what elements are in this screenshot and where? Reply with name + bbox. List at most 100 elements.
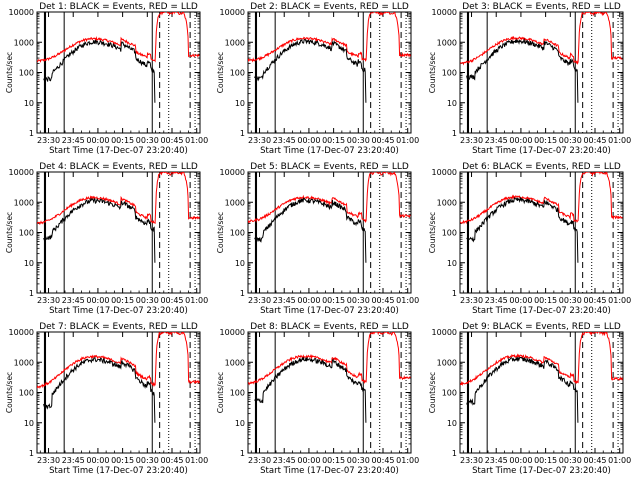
detector-panel-8: Det 8: BLACK = Events, RED = LLD 1 10 100 10… [216, 322, 419, 476]
x-tick-label: 00:00 [86, 136, 109, 145]
x-tick-label: 01:00 [185, 456, 208, 465]
panel-title: Det 2: BLACK = Events, RED = LLD [250, 2, 409, 12]
x-tick-label: 00:15 [322, 296, 345, 305]
axes-frame [36, 171, 201, 294]
x-tick-label: 00:00 [297, 136, 320, 145]
panel-title: Det 3: BLACK = Events, RED = LLD [462, 2, 621, 12]
x-tick-label: 01:00 [396, 456, 419, 465]
x-tick-label: 01:00 [608, 296, 631, 305]
y-axis-label: Counts/sec [216, 212, 225, 253]
y-tick-label: 100 [230, 229, 245, 238]
y-tick-label: 1000 [225, 358, 245, 367]
x-tick-label: 23:45 [485, 296, 508, 305]
y-tick-label: 100 [19, 69, 34, 78]
x-axis-label: Start Time (17-Dec-07 23:20:40) [472, 306, 611, 316]
axes-frame [36, 11, 201, 134]
y-axis-label: Counts/sec [428, 372, 437, 413]
panel-title: Det 7: BLACK = Events, RED = LLD [39, 322, 198, 332]
x-axis-label: Start Time (17-Dec-07 23:20:40) [49, 306, 188, 316]
y-tick-label: 10 [447, 259, 457, 268]
y-tick-label: 10000 [9, 8, 34, 17]
y-tick-label: 10 [447, 99, 457, 108]
plot-area [248, 12, 411, 133]
panel-title: Det 9: BLACK = Events, RED = LLD [462, 322, 621, 332]
events-series-line [466, 37, 579, 103]
axes-frame [247, 171, 412, 294]
y-tick-label: 1 [452, 129, 457, 138]
x-tick-label: 23:45 [273, 136, 296, 145]
y-tick-label: 10000 [9, 328, 34, 337]
x-tick-label: 00:45 [160, 136, 183, 145]
y-tick-label: 10000 [9, 168, 34, 177]
y-tick-label: 10000 [432, 8, 457, 17]
x-tick-label: 00:15 [534, 136, 557, 145]
y-tick-label: 1000 [14, 358, 34, 367]
x-tick-label: 00:45 [583, 136, 606, 145]
x-tick-label: 00:15 [534, 456, 557, 465]
y-tick-label: 1 [29, 129, 34, 138]
events-series-line [254, 357, 367, 423]
plot-area [460, 12, 623, 133]
axes-frame [247, 331, 412, 454]
y-tick-label: 100 [19, 389, 34, 398]
events-series-line [43, 197, 156, 263]
detector-panel-7: Det 7: BLACK = Events, RED = LLD 1 10 100 10… [5, 322, 208, 476]
plot-area [460, 332, 623, 453]
y-tick-label: 100 [230, 69, 245, 78]
events-series-line [43, 39, 156, 103]
events-series-line [254, 38, 367, 103]
x-tick-label: 23:45 [485, 136, 508, 145]
y-tick-label: 100 [442, 229, 457, 238]
x-tick-label: 00:00 [86, 296, 109, 305]
y-tick-label: 10 [235, 419, 245, 428]
x-tick-label: 00:45 [371, 456, 394, 465]
y-tick-label: 1000 [225, 38, 245, 47]
x-tick-label: 23:45 [273, 456, 296, 465]
x-tick-label: 00:45 [160, 296, 183, 305]
x-tick-label: 00:45 [160, 456, 183, 465]
panel-title: Det 1: BLACK = Events, RED = LLD [39, 2, 198, 12]
events-series-line [254, 197, 367, 263]
x-tick-label: 23:30 [37, 296, 60, 305]
detector-panel-9: Det 9: BLACK = Events, RED = LLD 1 10 100 10… [428, 322, 631, 476]
lld-series-line [460, 12, 623, 66]
x-tick-label: 23:45 [62, 296, 85, 305]
lld-series-line [37, 172, 200, 226]
events-series-line [466, 356, 579, 423]
y-tick-label: 10 [447, 419, 457, 428]
y-axis-label: Counts/sec [428, 52, 437, 93]
x-tick-label: 00:30 [347, 456, 370, 465]
lld-series-line [248, 332, 411, 386]
y-tick-label: 1 [29, 289, 34, 298]
axes-frame [459, 171, 624, 294]
x-tick-label: 23:45 [62, 456, 85, 465]
x-tick-label: 23:45 [273, 296, 296, 305]
x-tick-label: 23:30 [37, 456, 60, 465]
detector-panel-5: Det 5: BLACK = Events, RED = LLD 1 10 100 10… [216, 162, 419, 316]
lld-series-line [460, 332, 623, 386]
lld-series-line [37, 12, 200, 63]
y-tick-label: 1000 [225, 198, 245, 207]
events-series-line [466, 196, 579, 263]
y-tick-label: 10 [235, 99, 245, 108]
y-axis-label: Counts/sec [5, 212, 14, 253]
axes-frame [459, 331, 624, 454]
x-tick-label: 23:45 [485, 456, 508, 465]
y-tick-label: 1000 [437, 38, 457, 47]
y-tick-label: 1 [452, 449, 457, 458]
plot-area [460, 172, 623, 293]
plot-area [37, 332, 200, 453]
plot-area [248, 332, 411, 453]
x-axis-label: Start Time (17-Dec-07 23:20:40) [472, 146, 611, 156]
y-tick-label: 10 [235, 259, 245, 268]
x-tick-label: 00:00 [509, 456, 532, 465]
lld-series-line [37, 332, 200, 389]
x-tick-label: 00:45 [583, 456, 606, 465]
x-tick-label: 01:00 [396, 296, 419, 305]
panel-title: Det 4: BLACK = Events, RED = LLD [39, 162, 198, 172]
x-tick-label: 00:00 [297, 456, 320, 465]
y-tick-label: 10000 [220, 328, 245, 337]
y-tick-label: 10 [24, 259, 34, 268]
y-tick-label: 1000 [437, 198, 457, 207]
